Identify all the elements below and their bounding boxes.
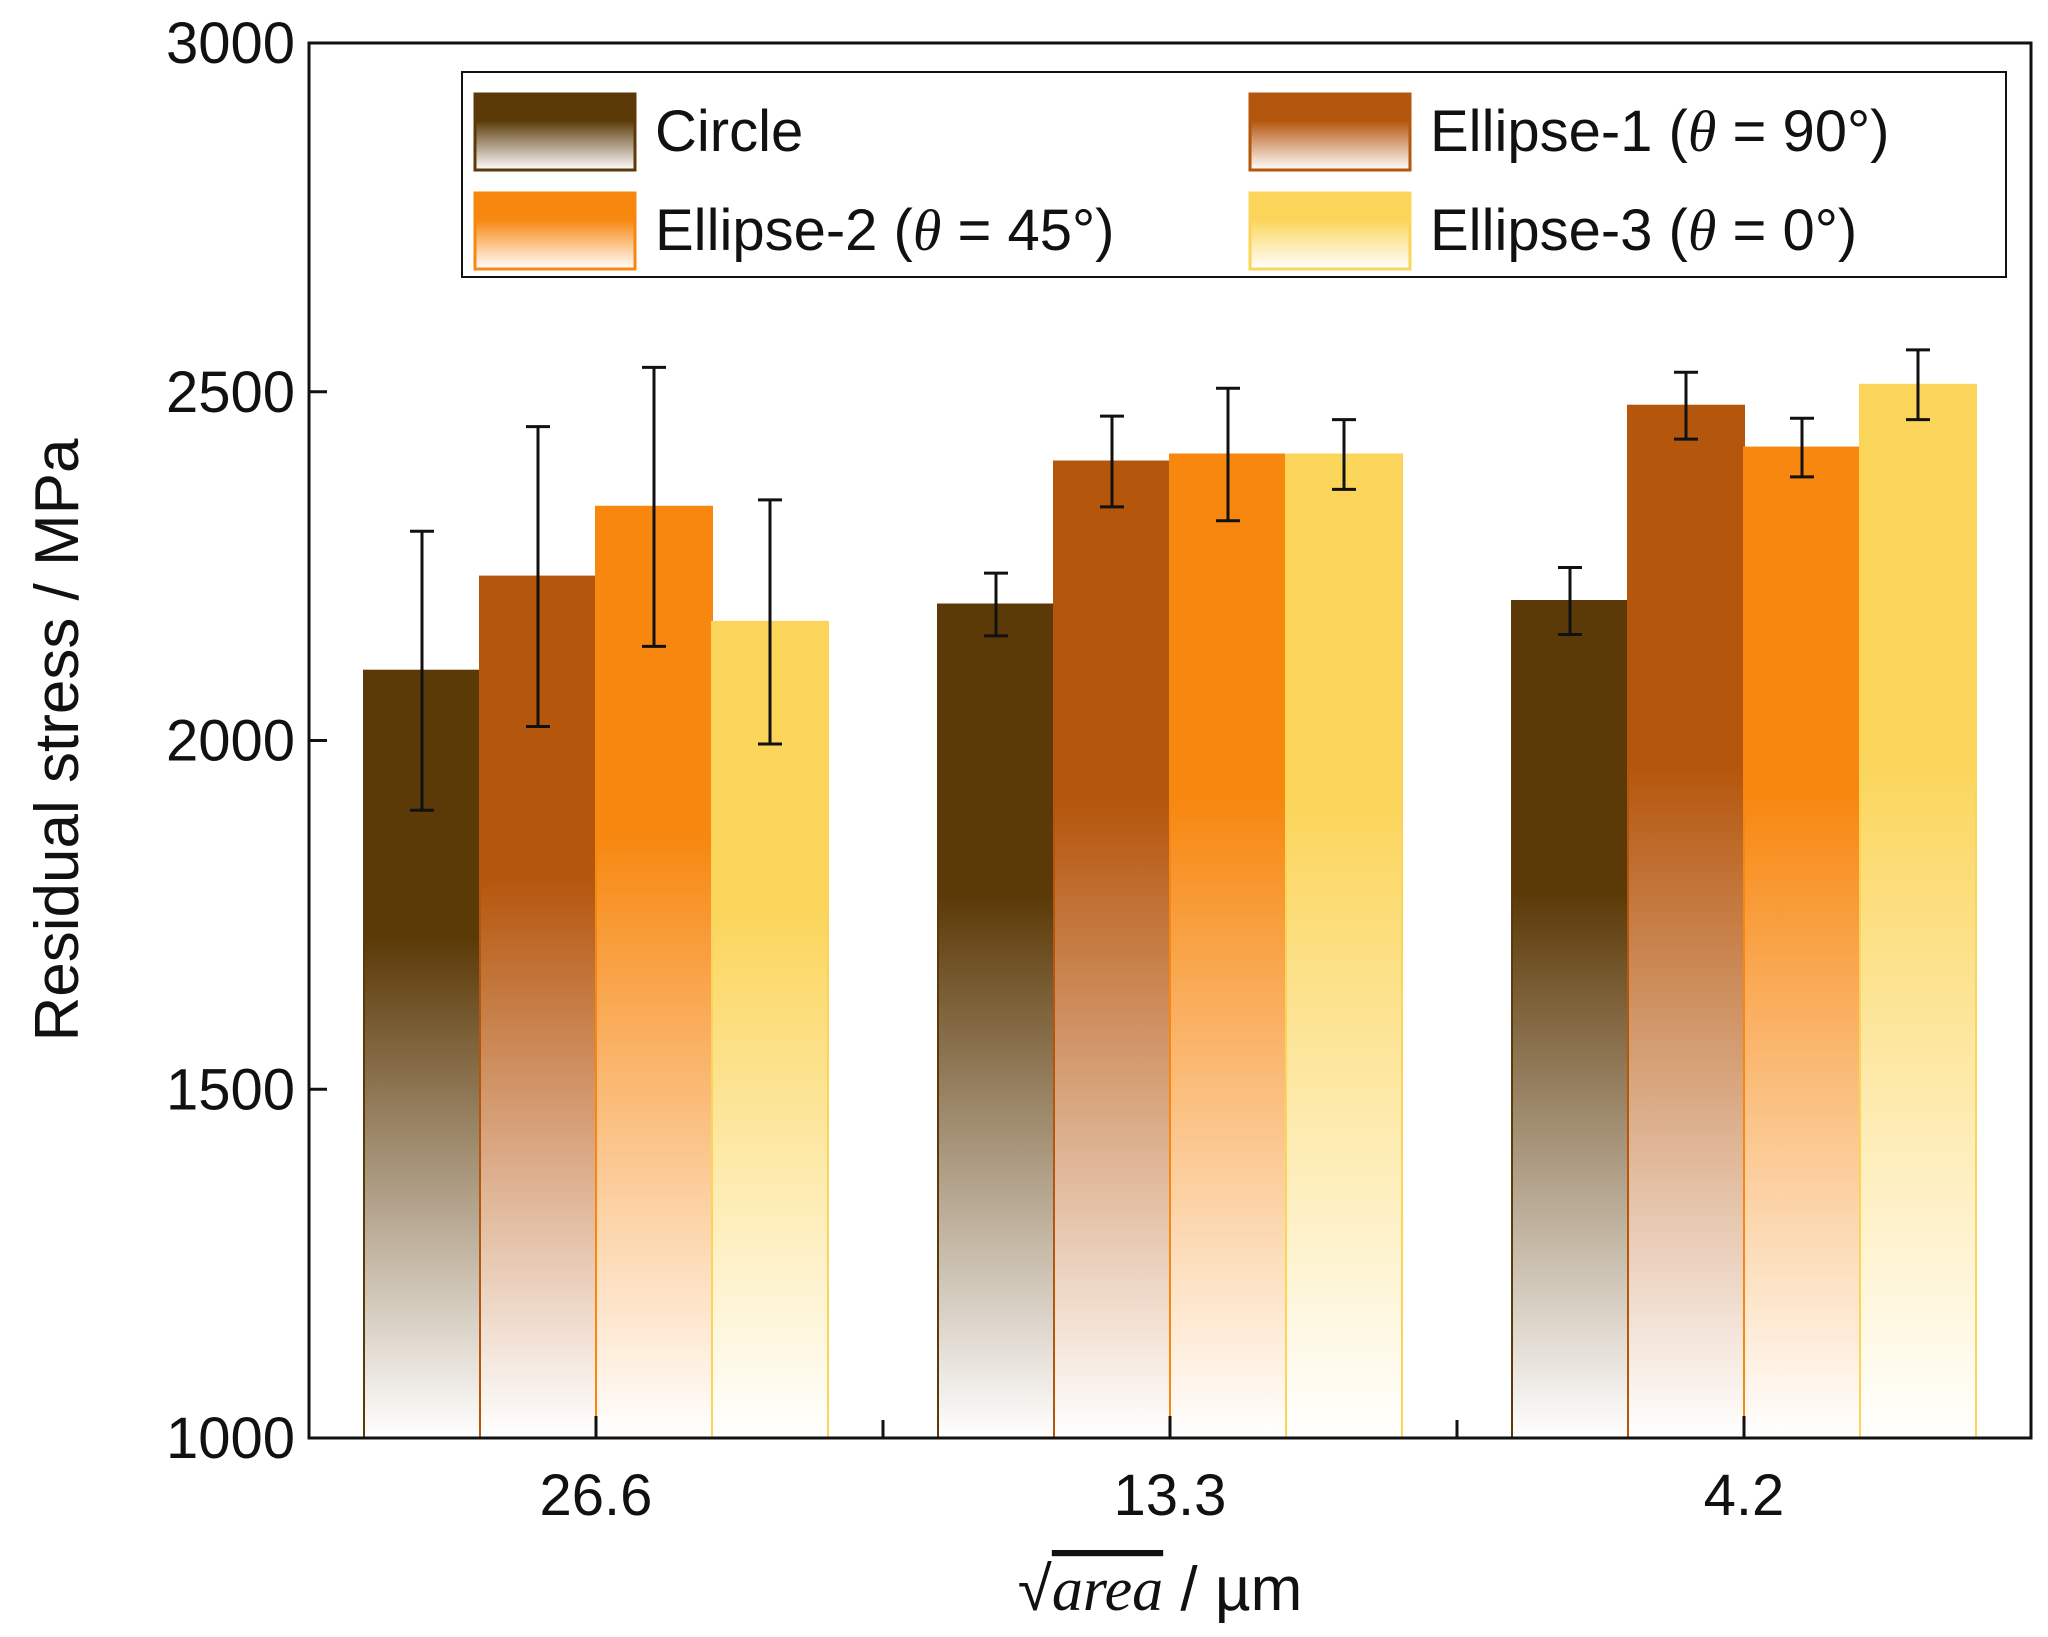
legend-label-text: Circle — [655, 99, 803, 164]
legend-swatch — [1248, 191, 1412, 271]
error-bar-ellipse-2-4.2 — [1790, 416, 1814, 479]
legend-swatch — [473, 92, 637, 172]
legend-label: Circle — [655, 99, 803, 164]
bar-ellipse-3-26.6 — [711, 620, 829, 1439]
legend-swatch — [473, 191, 637, 271]
legend-label: Ellipse-1 (θ = 90°) — [1430, 99, 1889, 164]
y-tick-label: 2000 — [166, 709, 295, 774]
error-bar-ellipse-3-4.2 — [1906, 348, 1930, 422]
legend-label-text: Ellipse-3 ( — [1430, 198, 1688, 263]
error-bar-ellipse-1-13.3 — [1100, 414, 1124, 509]
legend-label: Ellipse-2 (θ = 45°) — [655, 198, 1114, 263]
legend-label-angle: = 0°) — [1716, 198, 1857, 263]
bar-ellipse-2-4.2 — [1743, 446, 1861, 1440]
y-tick-label: 1000 — [166, 1406, 295, 1471]
x-tick-label: 13.3 — [1114, 1463, 1227, 1528]
x-axis: 26.6 13.3 4.2 — [540, 1416, 1785, 1528]
legend: Circle Ellipse-1 (θ = 90°)Ellipse-2 (θ = … — [461, 71, 2007, 278]
x-axis-title-radical: √ — [1018, 1555, 1052, 1624]
x-axis-title-variable: area — [1052, 1556, 1163, 1624]
y-tick-label: 3000 — [166, 11, 295, 76]
legend-item-ellipse-2: Ellipse-2 (θ = 45°) — [473, 191, 1114, 271]
error-bar-circle-4.2 — [1558, 566, 1582, 636]
y-tick-label: 2500 — [166, 360, 295, 425]
bar-ellipse-3-13.3 — [1285, 453, 1403, 1439]
x-tick-label: 4.2 — [1704, 1463, 1785, 1528]
legend-item-circle: Circle — [473, 92, 803, 172]
legend-label-theta: θ — [1688, 99, 1717, 164]
legend-label-angle: = 90°) — [1716, 99, 1889, 164]
error-bars-layer — [410, 348, 1930, 812]
error-bar-circle-26.6 — [410, 529, 434, 812]
x-axis-title: √area / µm — [1018, 1555, 1302, 1624]
y-tick-label: 1500 — [166, 1057, 295, 1122]
x-axis-title-unit: / µm — [1163, 1555, 1302, 1624]
bar-circle-4.2 — [1511, 600, 1629, 1439]
error-bar-ellipse-3-26.6 — [758, 498, 782, 746]
x-tick-label: 26.6 — [540, 1463, 653, 1528]
legend-label-text: Ellipse-2 ( — [655, 198, 913, 263]
y-axis: 1000 1500 2000 2500 3000 — [166, 11, 327, 1471]
legend-item-ellipse-3: Ellipse-3 (θ = 0°) — [1248, 191, 1857, 271]
legend-label: Ellipse-3 (θ = 0°) — [1430, 198, 1857, 263]
y-axis-title: Residual stress / MPa — [23, 438, 92, 1042]
legend-label-theta: θ — [913, 198, 942, 263]
bar-circle-13.3 — [937, 603, 1055, 1439]
bars-layer — [363, 383, 1977, 1440]
bar-ellipse-1-13.3 — [1053, 460, 1171, 1439]
error-bar-ellipse-3-13.3 — [1332, 418, 1356, 491]
legend-swatch — [1248, 92, 1412, 172]
legend-item-ellipse-1: Ellipse-1 (θ = 90°) — [1248, 92, 1889, 172]
legend-box — [461, 71, 2007, 278]
legend-label-theta: θ — [1688, 198, 1717, 263]
error-bar-ellipse-2-26.6 — [642, 365, 666, 648]
bar-ellipse-2-13.3 — [1169, 453, 1287, 1439]
error-bar-circle-13.3 — [984, 571, 1008, 638]
legend-label-angle: = 45°) — [941, 198, 1114, 263]
error-bar-ellipse-2-13.3 — [1216, 386, 1240, 523]
legend-label-text: Ellipse-1 ( — [1430, 99, 1688, 164]
error-bar-ellipse-1-26.6 — [526, 425, 550, 729]
bar-ellipse-1-4.2 — [1627, 404, 1745, 1440]
error-bar-ellipse-1-4.2 — [1674, 370, 1698, 441]
bar-ellipse-3-4.2 — [1859, 383, 1977, 1439]
